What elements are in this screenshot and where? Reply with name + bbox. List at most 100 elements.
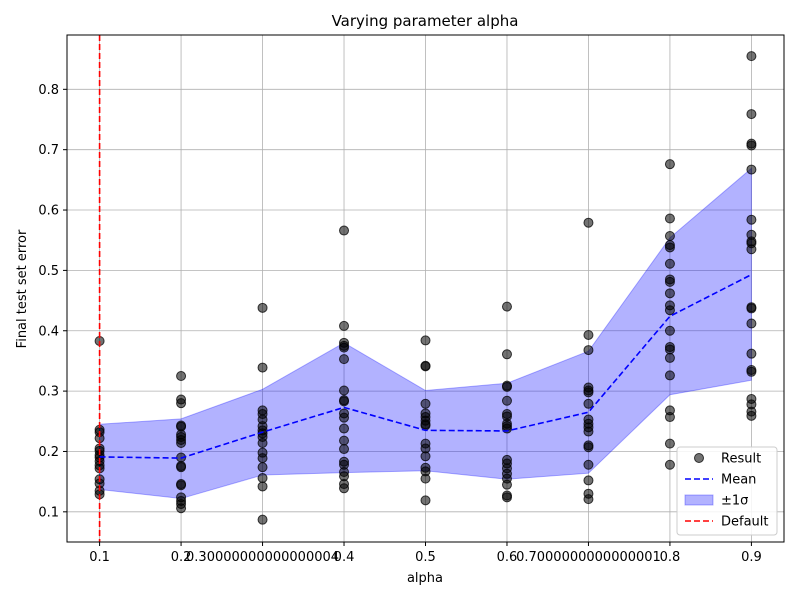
result-point-7-10 <box>664 305 675 316</box>
result-point-3-11 <box>339 423 350 434</box>
result-point-7-8 <box>664 288 675 299</box>
result-point-1-8 <box>176 438 187 449</box>
y-tick-label-3: 0.4 <box>38 324 59 339</box>
result-point-3-4 <box>339 342 350 353</box>
legend-label-mean: Mean <box>721 473 756 488</box>
result-point-6-2 <box>583 345 594 356</box>
result-point-5-15 <box>501 479 512 490</box>
result-point-8-13 <box>746 348 757 359</box>
points-layer <box>94 51 757 525</box>
result-point-1-2 <box>176 398 187 409</box>
result-point-1-17 <box>176 503 187 514</box>
result-point-4-3 <box>420 398 431 409</box>
x-tick-label-5: 0.6 <box>497 550 518 565</box>
result-point-6-12 <box>583 442 594 453</box>
result-point-7-17 <box>664 412 675 423</box>
result-point-8-19 <box>746 410 757 421</box>
result-point-7-5 <box>664 258 675 269</box>
y-tick-label-2: 0.3 <box>38 385 59 400</box>
y-tick-label-0: 0.1 <box>38 505 59 520</box>
result-point-3-0 <box>339 225 350 236</box>
mean-line-layer <box>99 273 752 459</box>
result-point-3-5 <box>339 354 350 365</box>
result-point-8-5 <box>746 214 757 225</box>
legend-label-default: Default <box>721 515 769 530</box>
result-point-3-1 <box>339 320 350 331</box>
result-point-7-11 <box>664 325 675 336</box>
result-point-7-4 <box>664 242 675 253</box>
result-point-3-8 <box>339 396 350 407</box>
result-point-6-10 <box>583 426 594 437</box>
result-point-4-2 <box>420 361 431 372</box>
result-point-4-0 <box>420 335 431 346</box>
result-point-6-5 <box>583 387 594 398</box>
result-point-7-13 <box>664 344 675 355</box>
result-point-2-11 <box>257 453 268 464</box>
result-point-1-0 <box>176 371 187 382</box>
result-point-3-10 <box>339 412 350 423</box>
result-point-5-17 <box>501 492 512 503</box>
legend-marker-result <box>694 453 704 463</box>
result-point-6-1 <box>583 329 594 340</box>
y-tick-label-5: 0.6 <box>38 204 59 219</box>
x-tick-label-6: 0.7000000000000001 <box>516 550 661 565</box>
y-axis-label: Final test set error <box>15 229 30 348</box>
result-point-6-14 <box>583 475 594 486</box>
result-point-3-12 <box>339 435 350 446</box>
x-tick-label-4: 0.5 <box>415 550 436 565</box>
result-point-2-9 <box>257 438 268 449</box>
result-point-6-13 <box>583 459 594 470</box>
result-point-3-19 <box>339 483 350 494</box>
result-point-6-6 <box>583 398 594 409</box>
result-point-7-1 <box>664 213 675 224</box>
legend-label-result: Result <box>721 452 761 467</box>
x-tick-label-3: 0.4 <box>334 550 355 565</box>
result-point-2-12 <box>257 462 268 473</box>
result-point-6-16 <box>583 494 594 505</box>
result-point-8-11 <box>746 303 757 314</box>
result-point-2-13 <box>257 473 268 484</box>
legend-marker-band <box>684 494 714 506</box>
result-point-5-0 <box>501 301 512 312</box>
legend: Result Mean ±1σ Default <box>676 446 778 536</box>
x-tick-label-2: 0.30000000000000004 <box>186 550 339 565</box>
result-point-5-3 <box>501 381 512 392</box>
result-point-2-14 <box>257 481 268 492</box>
x-axis-label: alpha <box>407 571 443 586</box>
result-point-2-15 <box>257 514 268 525</box>
result-point-4-15 <box>420 495 431 506</box>
result-point-7-2 <box>664 230 675 241</box>
result-point-5-1 <box>501 349 512 360</box>
result-point-5-4 <box>501 395 512 406</box>
result-point-8-0 <box>746 51 757 62</box>
result-point-3-6 <box>339 385 350 396</box>
result-point-4-14 <box>420 473 431 484</box>
result-point-1-13 <box>176 480 187 491</box>
result-point-7-7 <box>664 276 675 287</box>
x-tick-label-8: 0.9 <box>741 550 762 565</box>
result-point-3-13 <box>339 444 350 455</box>
mean-line <box>99 273 752 459</box>
chart-title: Varying parameter alpha <box>332 12 519 30</box>
result-point-7-19 <box>664 459 675 470</box>
result-point-1-11 <box>176 462 187 473</box>
y-tick-label-4: 0.5 <box>38 264 59 279</box>
result-point-8-15 <box>746 366 757 377</box>
legend-box <box>676 446 778 536</box>
result-point-4-11 <box>420 451 431 462</box>
result-point-7-18 <box>664 438 675 449</box>
result-point-7-15 <box>664 370 675 381</box>
result-point-2-1 <box>257 362 268 373</box>
y-tick-label-6: 0.7 <box>38 143 59 158</box>
result-point-8-3 <box>746 140 757 151</box>
result-point-7-0 <box>664 159 675 170</box>
result-point-8-9 <box>746 244 757 255</box>
y-tick-label-1: 0.2 <box>38 445 59 460</box>
x-tick-label-1: 0.2 <box>171 550 192 565</box>
x-tick-label-0: 0.1 <box>89 550 110 565</box>
legend-label-band: ±1σ <box>721 494 748 509</box>
result-point-8-4 <box>746 164 757 175</box>
